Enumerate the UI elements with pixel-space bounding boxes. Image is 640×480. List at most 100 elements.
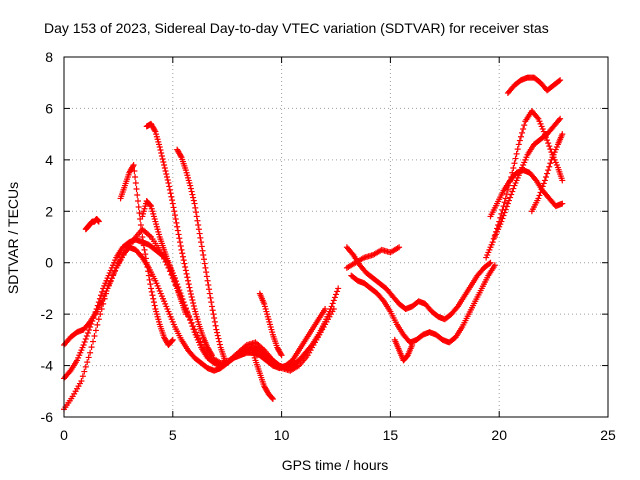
data-point <box>174 227 181 234</box>
data-point <box>208 352 215 359</box>
data-point <box>187 288 194 294</box>
data-point <box>139 234 146 240</box>
data-point <box>547 146 554 153</box>
data-point <box>132 180 139 186</box>
data-point <box>82 336 89 342</box>
data-point <box>505 197 512 204</box>
data-point <box>501 199 508 206</box>
data-point <box>487 259 494 266</box>
data-point <box>534 114 541 121</box>
data-point <box>184 274 191 281</box>
data-point <box>409 342 416 348</box>
data-point <box>156 144 163 150</box>
data-point <box>502 206 509 213</box>
data-point <box>160 159 167 165</box>
plot-frame <box>63 56 609 418</box>
data-point <box>151 127 158 134</box>
data-point <box>188 319 195 326</box>
series-track-16 <box>504 74 564 96</box>
data-point <box>163 174 170 180</box>
data-point <box>158 153 165 159</box>
data-point <box>191 200 198 207</box>
data-point <box>95 316 102 323</box>
data-point <box>92 327 99 334</box>
data-point <box>168 193 175 200</box>
data-point <box>129 163 136 170</box>
data-point <box>148 285 155 292</box>
data-point <box>190 194 197 201</box>
data-point <box>171 212 178 219</box>
data-point <box>142 251 149 258</box>
data-point <box>180 257 187 264</box>
data-point <box>140 242 147 249</box>
y-tick-label: 2 <box>45 203 53 219</box>
data-point <box>148 288 155 295</box>
data-point <box>82 363 89 370</box>
series-track-17 <box>491 115 564 240</box>
data-point <box>507 194 514 201</box>
data-point <box>486 260 493 267</box>
data-point <box>510 165 517 171</box>
data-point <box>182 264 189 270</box>
data-point <box>185 277 192 284</box>
y-tick-label: 8 <box>45 49 53 65</box>
data-point <box>169 197 176 204</box>
data-point <box>169 337 176 344</box>
data-point <box>97 292 104 299</box>
data-point <box>216 338 223 345</box>
series-track-19 <box>528 131 566 215</box>
data-point <box>503 203 510 210</box>
series-track-13 <box>343 244 403 271</box>
data-point <box>521 122 528 129</box>
data-point <box>197 338 204 345</box>
data-point <box>193 213 200 220</box>
series-track-10 <box>248 342 276 402</box>
data-point <box>163 171 170 177</box>
data-point <box>198 239 205 246</box>
data-point <box>81 368 88 375</box>
x-tick-label: 0 <box>60 427 68 443</box>
data-point <box>502 195 509 202</box>
chart-title: Day 153 of 2023, Sidereal Day-to-day VTE… <box>44 20 549 36</box>
data-point <box>143 259 150 266</box>
data-point <box>216 341 223 348</box>
y-tick-label: 4 <box>45 152 53 168</box>
data-point <box>157 147 164 153</box>
data-point <box>137 222 144 228</box>
data-point <box>540 180 547 187</box>
data-point <box>172 216 179 222</box>
data-point <box>182 267 189 274</box>
data-point <box>192 204 199 211</box>
data-point <box>166 183 173 190</box>
data-point <box>536 192 543 199</box>
data-point <box>167 190 174 197</box>
data-point <box>189 297 196 303</box>
data-point <box>187 185 194 192</box>
data-point <box>188 188 195 195</box>
data-point <box>222 357 229 364</box>
data-point <box>136 210 143 216</box>
data-point <box>166 186 173 193</box>
data-point <box>208 303 215 310</box>
data-point <box>504 200 511 207</box>
data-point <box>187 182 194 189</box>
data-point <box>207 294 214 301</box>
data-point <box>175 231 182 238</box>
data-point <box>512 155 519 162</box>
data-point <box>545 167 552 174</box>
data-point <box>193 209 200 216</box>
data-point <box>520 126 527 132</box>
data-point <box>194 332 201 339</box>
data-point <box>178 246 185 253</box>
data-point <box>514 146 521 153</box>
data-point <box>200 256 207 263</box>
series-track-5 <box>117 162 176 348</box>
data-point <box>206 290 213 297</box>
x-tick-label: 20 <box>491 427 507 443</box>
data-point <box>134 192 141 198</box>
data-point <box>491 262 498 269</box>
data-point <box>142 255 149 262</box>
data-point <box>205 282 212 288</box>
data-point <box>559 177 566 184</box>
data-point <box>145 268 152 275</box>
